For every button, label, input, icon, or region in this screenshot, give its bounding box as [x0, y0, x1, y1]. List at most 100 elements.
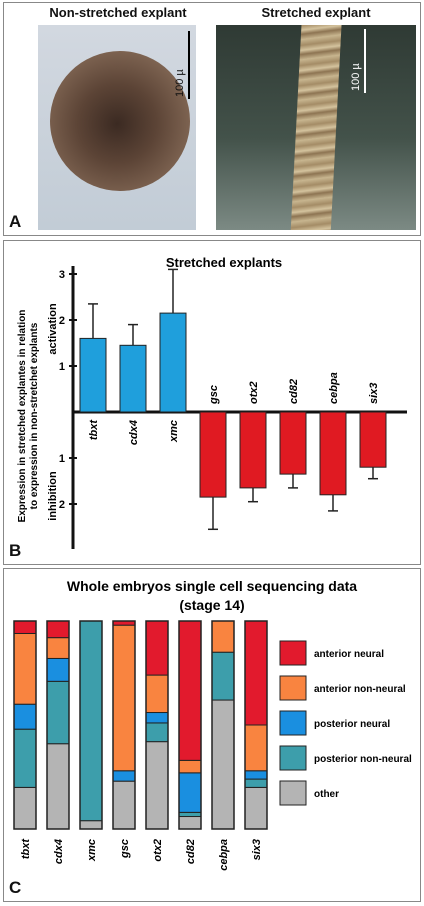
- y-tick-label: 3: [59, 269, 65, 281]
- segment-cdx4-anterior-neural: [46, 620, 70, 639]
- category-label-six3: six3: [251, 839, 263, 860]
- bar-cebpa: [319, 411, 347, 496]
- category-label-cd82: cd82: [288, 379, 300, 404]
- chart-b-ylabel-2: to expression in non-stretchet explants: [29, 322, 40, 509]
- stretched-title: Stretched explant: [261, 5, 371, 20]
- segment-six3-anterior-neural: [244, 620, 268, 726]
- expression-bar-chart: Expression in stretched explantes in rel…: [17, 255, 407, 549]
- y-tick-label: 1: [59, 361, 65, 373]
- segment-cdx4-anterior-non-neural: [46, 637, 70, 659]
- legend-swatch-anterior-non-neural: [279, 675, 307, 701]
- bar-outline-cebpa: [211, 620, 235, 830]
- bar-outline-tbxt: [13, 620, 37, 830]
- legend-swatch-posterior-non-neural: [279, 745, 307, 771]
- segment-cd82-posterior-neural: [178, 772, 202, 813]
- segment-tbxt-posterior-neural: [13, 703, 37, 730]
- segment-cdx4-other: [46, 743, 70, 830]
- segment-tbxt-anterior-non-neural: [13, 632, 37, 705]
- bar-gsc: [199, 411, 227, 498]
- panel-b: Expression in stretched explantes in rel…: [3, 240, 421, 565]
- legend-swatch-anterior-neural: [279, 640, 307, 666]
- bar-outline-gsc: [112, 620, 136, 830]
- bar-otx2: [239, 411, 267, 489]
- category-label-cdx4: cdx4: [128, 420, 140, 445]
- panel-a: Non-stretched explant Stretched explant …: [3, 2, 421, 236]
- legend-swatch-posterior-neural: [279, 710, 307, 736]
- bar-six3: [359, 411, 387, 468]
- category-label-cd82: cd82: [185, 839, 197, 864]
- segment-cdx4-posterior-neural: [46, 657, 70, 682]
- bar-xmc: [159, 312, 187, 413]
- inhibition-label: inhibition: [47, 471, 59, 521]
- scale-label-right: 100 µ: [350, 63, 362, 91]
- y-tick-label: 2: [59, 499, 65, 511]
- category-label-otx2: otx2: [152, 839, 164, 862]
- bar-outline-cd82: [178, 620, 202, 830]
- explant-blob: [50, 51, 190, 191]
- segment-cd82-anterior-non-neural: [178, 759, 202, 774]
- segment-gsc-other: [112, 780, 136, 830]
- segment-cd82-posterior-non-neural: [178, 811, 202, 818]
- chart-b-title: Stretched explants: [166, 255, 282, 270]
- legend-label-anterior-non-neural: anterior non-neural: [314, 684, 406, 695]
- segment-cebpa-other: [211, 699, 235, 830]
- category-label-cebpa: cebpa: [328, 372, 340, 404]
- segment-otx2-other: [145, 741, 169, 830]
- stretched-rod: [290, 25, 342, 230]
- chart-b-ylabel-1: Expression in stretched explantes in rel…: [17, 310, 28, 523]
- activation-label: activation: [47, 303, 59, 355]
- category-label-xmc: xmc: [86, 839, 98, 862]
- segment-tbxt-posterior-non-neural: [13, 728, 37, 788]
- legend-label-posterior-non-neural: posterior non-neural: [314, 754, 412, 765]
- bar-cd82: [279, 411, 307, 475]
- segment-otx2-posterior-neural: [145, 712, 169, 724]
- scale-label-left: 100 µ: [174, 69, 186, 97]
- legend-label-other: other: [314, 789, 339, 800]
- stretched-explant-image: 100 µ: [216, 25, 416, 230]
- category-label-otx2: otx2: [248, 381, 260, 404]
- scale-bar-left: [188, 31, 190, 99]
- panel-letter-a: A: [9, 212, 22, 231]
- scale-bar-right: [364, 29, 366, 93]
- category-label-cdx4: cdx4: [53, 839, 65, 864]
- category-label-gsc: gsc: [208, 385, 220, 405]
- segment-gsc-posterior-neural: [112, 770, 136, 782]
- non-stretched-title: Non-stretched explant: [49, 5, 187, 20]
- category-label-six3: six3: [368, 383, 380, 404]
- segment-otx2-posterior-non-neural: [145, 722, 169, 743]
- y-tick-label: 1: [59, 453, 65, 465]
- category-label-tbxt: tbxt: [20, 838, 32, 860]
- bar-tbxt: [79, 337, 107, 413]
- bar-outline-cdx4: [46, 620, 70, 830]
- chart-c-title-2: (stage 14): [179, 597, 244, 613]
- legend-swatch-other: [279, 780, 307, 806]
- category-label-tbxt: tbxt: [88, 419, 100, 441]
- segment-tbxt-anterior-neural: [13, 620, 37, 634]
- segment-cebpa-posterior-non-neural: [211, 651, 235, 701]
- sequencing-stacked-chart: Whole embryos single cell sequencing dat…: [13, 578, 412, 871]
- legend-label-posterior-neural: posterior neural: [314, 719, 390, 730]
- segment-cd82-other: [178, 816, 202, 830]
- bar-cdx4: [119, 344, 147, 413]
- panel-letter-c: C: [9, 878, 22, 897]
- segment-xmc-posterior-non-neural: [79, 620, 103, 822]
- category-label-gsc: gsc: [119, 839, 131, 859]
- segment-cdx4-posterior-non-neural: [46, 680, 70, 745]
- legend-label-anterior-neural: anterior neural: [314, 649, 384, 660]
- panel-c: Whole embryos single cell sequencing dat…: [3, 568, 421, 902]
- category-label-cebpa: cebpa: [218, 839, 230, 871]
- segment-xmc-other: [79, 820, 103, 830]
- segment-cd82-anterior-neural: [178, 620, 202, 761]
- segment-six3-posterior-non-neural: [244, 778, 268, 788]
- bar-outline-otx2: [145, 620, 169, 830]
- segment-six3-anterior-non-neural: [244, 724, 268, 772]
- non-stretched-explant-image: 100 µ: [38, 25, 196, 230]
- segment-tbxt-other: [13, 786, 37, 830]
- panel-letter-b: B: [9, 541, 22, 560]
- segment-otx2-anterior-non-neural: [145, 674, 169, 714]
- segment-cebpa-anterior-non-neural: [211, 620, 235, 653]
- segment-gsc-anterior-non-neural: [112, 624, 136, 772]
- y-tick-label: 2: [59, 315, 65, 327]
- bar-outline-xmc: [79, 620, 103, 830]
- category-label-xmc: xmc: [168, 420, 180, 443]
